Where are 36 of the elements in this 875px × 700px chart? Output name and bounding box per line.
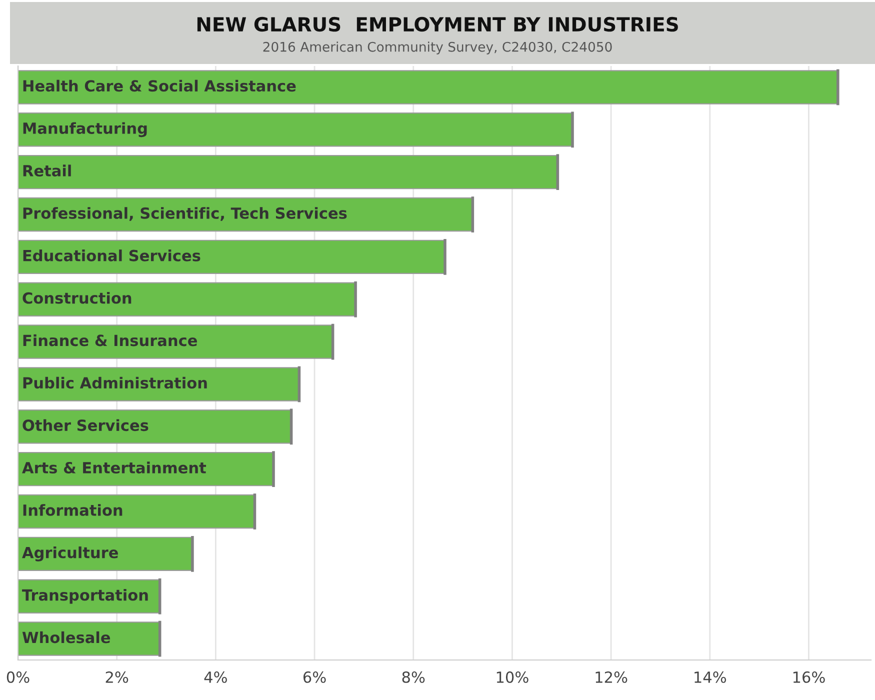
x-tick-label: 0% [6, 671, 30, 683]
x-tick-label: 14% [694, 671, 726, 683]
chart-subtitle: 2016 American Community Survey, C24030, C24050 [263, 42, 612, 54]
x-tick-label: 6% [303, 671, 326, 683]
bar [18, 622, 160, 656]
y-tick-label: Health Care & Social Assistance [23, 80, 296, 92]
y-tick-label: Professional, Scientific, Tech Services [23, 207, 347, 221]
y-tick-label: Public Administration [23, 376, 207, 389]
bar [18, 410, 292, 444]
y-tick-label: Manufacturing [23, 122, 147, 138]
bar [18, 240, 446, 274]
x-tick-label: 12% [596, 671, 628, 683]
y-tick-label: Construction [22, 292, 132, 304]
y-tick-label: Information [23, 504, 122, 516]
y-tick-label: Wholesale [22, 631, 110, 644]
bar [18, 154, 558, 190]
x-tick-label: 16% [793, 671, 825, 683]
bar [18, 494, 256, 529]
x-tick-label: 8% [402, 671, 425, 683]
bar [18, 70, 838, 104]
y-tick-label: Other Services [22, 419, 148, 432]
y-tick-label: Retail [23, 164, 71, 177]
x-tick-label: 4% [204, 671, 227, 683]
x-tick-label: 10% [496, 671, 528, 683]
bar [18, 112, 574, 147]
y-tick-label: Agriculture [22, 546, 118, 562]
bar [18, 282, 356, 316]
bar [18, 367, 300, 402]
y-tick-label: Transportation [22, 588, 148, 604]
chart-title: NEW GLARUS EMPLOYMENT BY INDUSTRIES [197, 16, 678, 32]
bar [18, 536, 194, 572]
y-tick-label: Finance & Insurance [23, 334, 197, 346]
x-tick-label: 2% [106, 671, 128, 683]
y-tick-label: Arts & Entertainment [22, 462, 206, 474]
y-tick-label: Educational Services [23, 250, 200, 262]
bar [18, 324, 334, 359]
